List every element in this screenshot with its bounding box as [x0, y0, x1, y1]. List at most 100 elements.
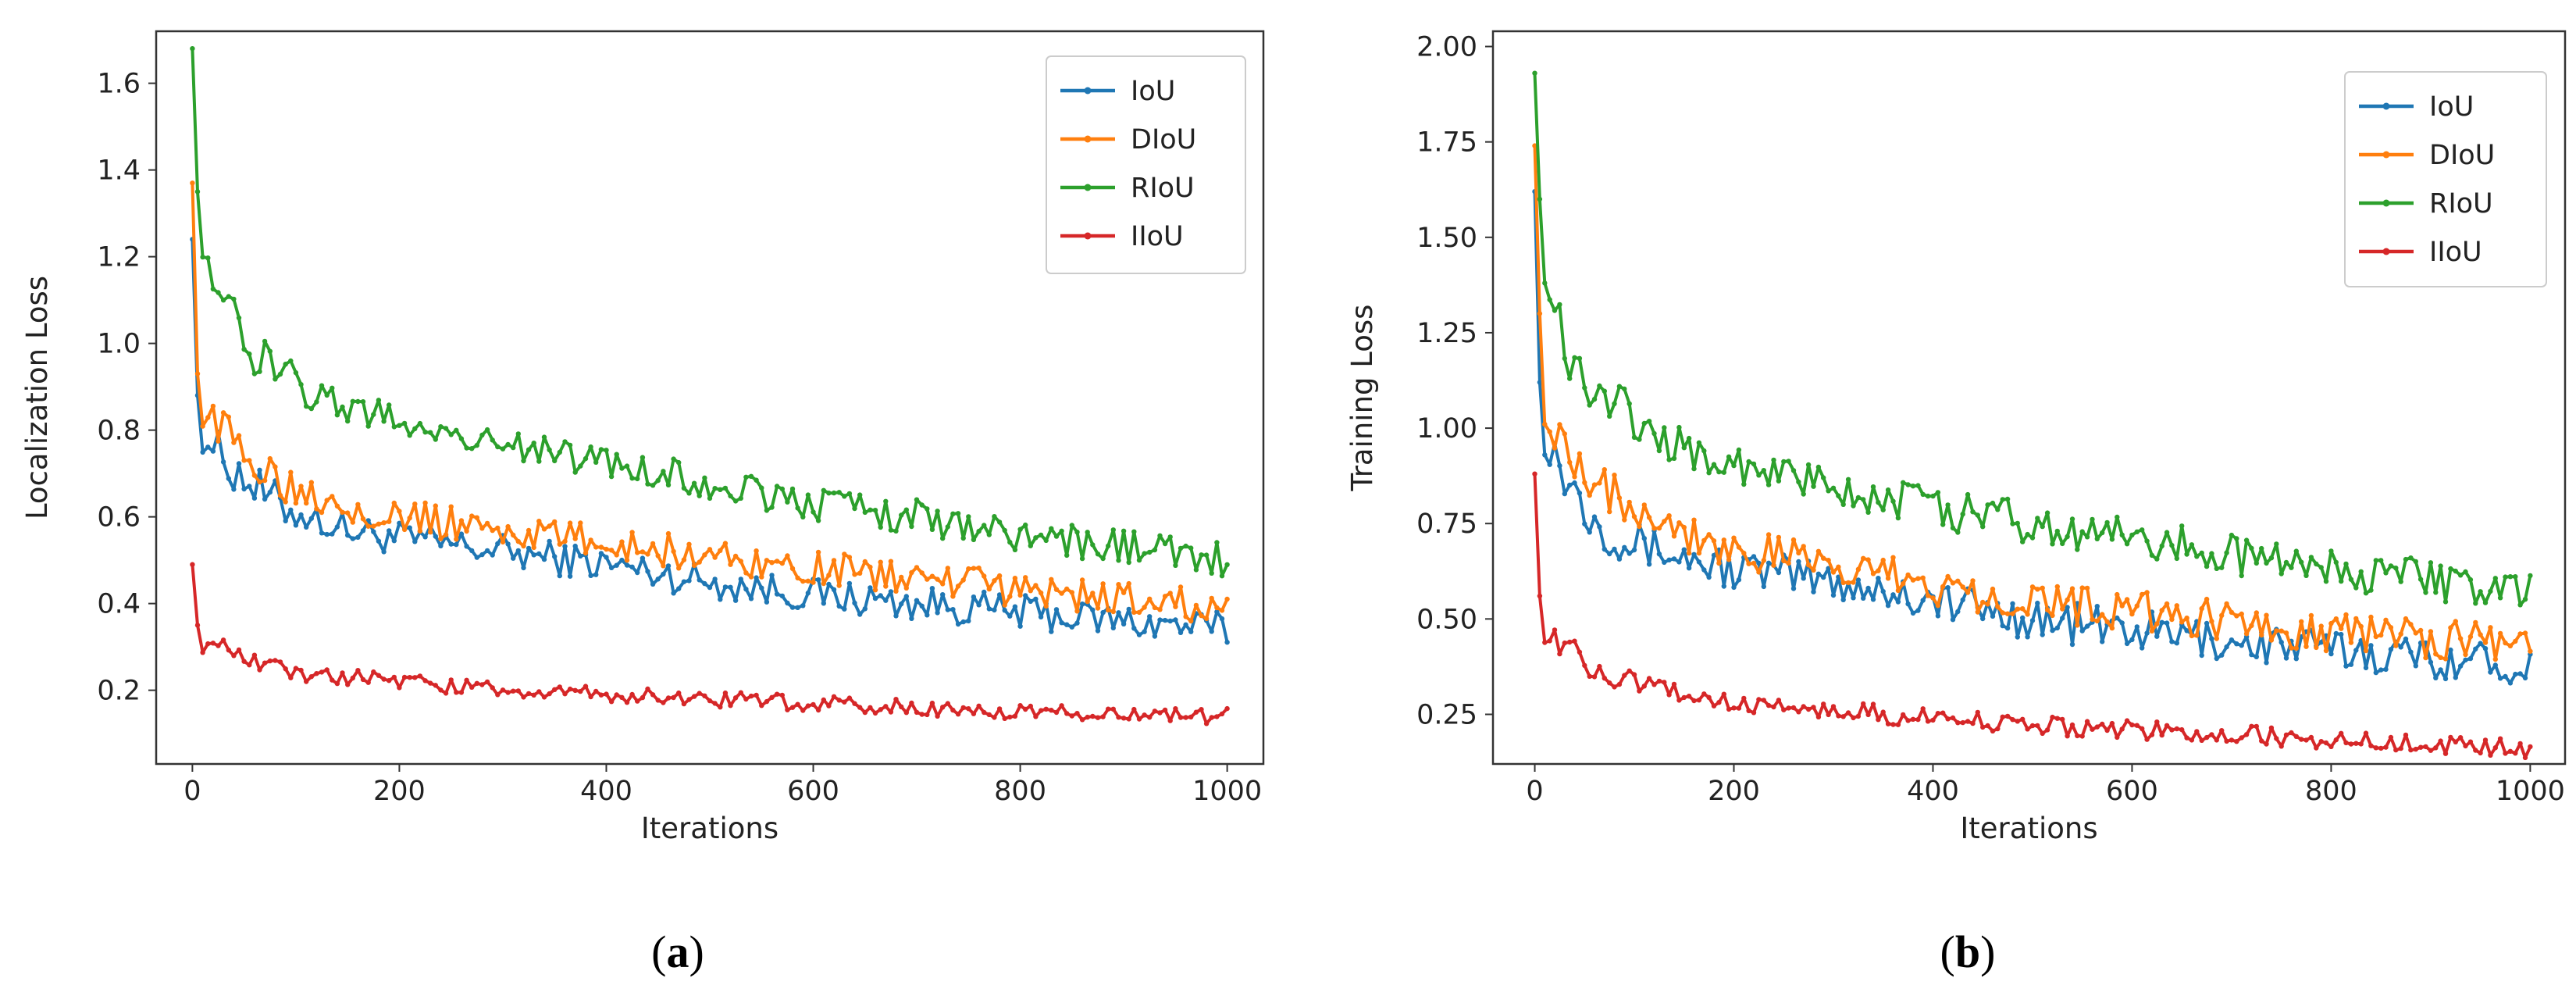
data-point-diou-a	[1043, 603, 1049, 609]
data-point-iou-b	[2029, 618, 2036, 623]
data-point-iiou-b	[1726, 706, 1732, 712]
data-point-iiou-a	[433, 683, 438, 688]
data-point-iiou-a	[805, 703, 811, 709]
data-point-iiou-a	[982, 709, 987, 716]
data-point-diou-a	[996, 573, 1003, 579]
data-point-iou-b	[2438, 667, 2443, 673]
data-point-iiou-a	[1219, 711, 1225, 717]
data-point-diou-a	[319, 509, 325, 516]
data-point-iou-a	[966, 618, 971, 624]
data-point-diou-b	[1686, 550, 1692, 556]
data-point-riou-a	[1121, 528, 1127, 534]
data-point-iou-b	[2254, 654, 2259, 659]
data-point-riou-b	[2268, 555, 2275, 561]
data-point-riou-b	[1552, 308, 1558, 313]
data-point-riou-a	[707, 495, 713, 502]
data-point-riou-b	[1805, 462, 1812, 468]
data-point-riou-a	[536, 459, 542, 464]
data-point-iou-a	[764, 599, 770, 605]
data-point-iiou-a	[458, 690, 465, 695]
legend-marker-diou-a	[1084, 135, 1092, 143]
data-point-riou-b	[2528, 573, 2533, 579]
data-point-iou-a	[718, 597, 723, 602]
data-point-diou-a	[464, 528, 469, 534]
data-point-riou-a	[438, 424, 444, 430]
data-point-riou-a	[1203, 552, 1210, 558]
data-point-iiou-a	[273, 658, 278, 663]
data-point-diou-b	[2224, 601, 2229, 607]
data-point-iou-a	[319, 530, 325, 536]
data-point-iiou-a	[640, 694, 646, 701]
legend-box-b	[2344, 71, 2547, 287]
data-point-iiou-a	[940, 705, 946, 710]
data-point-diou-a	[1136, 609, 1142, 616]
data-point-iiou-b	[2140, 726, 2145, 731]
data-point-iiou-a	[619, 694, 625, 700]
data-point-riou-a	[748, 473, 754, 479]
data-point-riou-a	[391, 424, 397, 430]
data-point-iou-a	[515, 548, 521, 554]
data-point-iou-b	[1840, 597, 1846, 602]
data-point-iiou-a	[645, 686, 650, 692]
data-point-iou-b	[2084, 623, 2090, 629]
data-point-iou-b	[2339, 631, 2344, 637]
data-point-diou-b	[1597, 480, 1602, 486]
data-point-iiou-b	[2278, 744, 2284, 749]
data-point-diou-a	[567, 520, 573, 526]
data-point-diou-b	[2438, 655, 2443, 660]
data-point-diou-b	[2234, 613, 2239, 619]
data-point-diou-a	[500, 539, 506, 545]
data-point-diou-a	[479, 526, 485, 531]
data-point-iiou-b	[2497, 736, 2503, 741]
data-point-iiou-a	[298, 667, 304, 673]
data-point-iiou-a	[443, 691, 449, 696]
data-point-iiou-a	[562, 691, 568, 697]
data-point-diou-a	[1214, 605, 1220, 611]
data-point-diou-b	[2278, 628, 2284, 634]
data-point-riou-a	[588, 444, 593, 450]
data-point-riou-a	[251, 371, 258, 377]
data-point-iou-b	[2050, 627, 2055, 634]
data-point-diou-b	[2035, 587, 2040, 592]
data-point-iou-a	[1157, 617, 1163, 623]
data-point-riou-a	[464, 445, 469, 451]
data-point-riou-b	[1811, 484, 1816, 489]
data-point-iiou-a	[800, 708, 806, 713]
data-point-iou-a	[598, 551, 604, 556]
data-point-iou-a	[1173, 617, 1178, 623]
data-point-iiou-a	[330, 677, 335, 683]
data-point-diou-a	[433, 503, 438, 509]
data-point-iiou-a	[872, 710, 878, 716]
data-point-diou-a	[541, 526, 547, 532]
legend-label-riou-a: RIoU	[1131, 173, 1195, 204]
data-point-iou-b	[1950, 617, 1956, 623]
data-point-diou-b	[2522, 630, 2528, 636]
data-point-diou-a	[1012, 576, 1018, 581]
data-point-iiou-b	[2025, 726, 2030, 732]
data-point-riou-a	[1028, 543, 1034, 548]
data-point-iiou-a	[1079, 717, 1085, 723]
data-point-iiou-a	[267, 658, 273, 664]
data-point-iou-b	[2119, 620, 2125, 626]
data-point-riou-a	[484, 427, 490, 433]
data-point-iiou-b	[1686, 694, 1692, 699]
data-point-iou-b	[2488, 669, 2493, 675]
data-point-iiou-b	[2094, 724, 2100, 730]
data-point-riou-a	[655, 477, 661, 484]
data-point-diou-a	[1049, 576, 1054, 582]
data-point-riou-a	[759, 485, 764, 491]
data-point-riou-b	[2473, 601, 2478, 606]
data-point-riou-b	[1920, 491, 1926, 498]
data-point-iiou-a	[541, 694, 547, 700]
data-point-diou-b	[1741, 550, 1747, 556]
data-point-riou-b	[1821, 475, 1826, 480]
data-point-diou-a	[381, 520, 387, 526]
data-point-riou-b	[1582, 385, 1587, 391]
data-point-riou-a	[1116, 558, 1121, 563]
data-point-iiou-b	[2239, 735, 2244, 741]
data-point-iou-b	[1557, 463, 1562, 469]
data-point-riou-a	[1224, 562, 1230, 567]
data-point-iou-a	[1142, 629, 1147, 634]
data-point-iiou-b	[2029, 723, 2036, 729]
